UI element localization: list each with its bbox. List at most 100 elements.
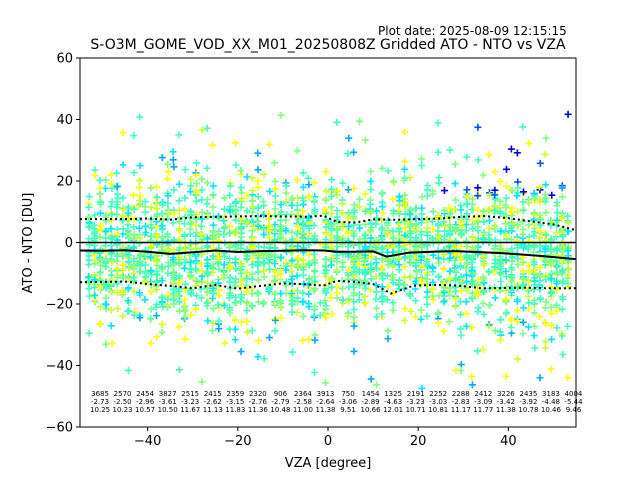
scatter-point	[243, 275, 251, 283]
scatter-point	[389, 306, 397, 314]
scatter-point	[158, 222, 166, 230]
bin-std-label: 11.13	[203, 406, 223, 414]
scatter-point	[367, 264, 375, 272]
scatter-point	[412, 204, 420, 212]
scatter-point	[170, 285, 178, 293]
scatter-point	[130, 311, 138, 319]
scatter-point	[485, 301, 493, 309]
scatter-point	[107, 171, 115, 179]
scatter-point	[451, 196, 459, 204]
scatter-point	[311, 277, 319, 285]
bin-count-label: 1325	[384, 390, 402, 398]
scatter-point	[170, 163, 178, 171]
scatter-point	[406, 259, 414, 267]
scatter-point	[119, 261, 127, 269]
scatter-point	[564, 212, 572, 220]
scatter-point	[204, 317, 212, 325]
scatter-point	[158, 263, 166, 271]
scatter-point	[462, 309, 470, 317]
scatter-point	[91, 260, 99, 268]
scatter-point	[378, 224, 386, 232]
scatter-point	[91, 276, 99, 284]
scatter-point	[389, 299, 397, 307]
scatter-point	[152, 183, 160, 191]
scatter-point	[339, 209, 347, 217]
scatter-point	[96, 209, 104, 217]
scatter-point	[525, 323, 533, 331]
scatter-point	[519, 304, 527, 312]
scatter-point	[462, 271, 470, 279]
scatter-point	[91, 234, 99, 242]
scatter-point	[85, 213, 93, 221]
x-axis-label: VZA [degree]	[285, 456, 372, 471]
scatter-point	[541, 190, 549, 198]
scatter-point	[198, 175, 206, 183]
scatter-point	[186, 273, 194, 281]
scatter-point	[367, 375, 375, 383]
scatter-point	[136, 289, 144, 297]
scatter-point	[221, 302, 229, 310]
scatter-point	[334, 225, 342, 233]
scatter-point	[383, 242, 391, 250]
scatter-point	[503, 165, 511, 173]
scatter-point	[249, 187, 257, 195]
scatter-point	[147, 305, 155, 313]
scatter-point	[513, 192, 521, 200]
scatter-point	[192, 305, 200, 313]
scatter-point	[547, 274, 555, 282]
scatter-point	[531, 194, 539, 202]
scatter-point	[176, 272, 184, 280]
scatter-point	[384, 261, 392, 269]
scatter-point	[485, 267, 493, 275]
scatter-point	[564, 247, 572, 255]
scatter-point	[242, 281, 250, 289]
scatter-point	[496, 197, 504, 205]
scatter-point	[350, 148, 358, 156]
scatter-point	[456, 298, 464, 306]
scatter-point	[513, 306, 521, 314]
scatter-point	[232, 199, 240, 207]
scatter-point	[345, 222, 353, 230]
scatter-point	[304, 174, 312, 182]
scatter-point	[299, 298, 307, 306]
scatter-point	[378, 190, 386, 198]
scatter-point	[553, 280, 561, 288]
scatter-point	[181, 302, 189, 310]
scatter-point	[288, 289, 296, 297]
bin-std-label: 11.83	[225, 406, 245, 414]
scatter-point	[119, 128, 127, 136]
scatter-point	[135, 224, 143, 232]
scatter-point	[187, 207, 195, 215]
scatter-point	[193, 292, 201, 300]
scatter-point	[333, 206, 341, 214]
scatter-point	[525, 198, 533, 206]
scatter-point	[513, 149, 521, 157]
scatter-point	[96, 176, 104, 184]
scatter-point	[361, 293, 369, 301]
scatter-point	[186, 188, 194, 196]
scatter-point	[294, 210, 302, 218]
scatter-point	[209, 294, 217, 302]
bin-std-label: 10.78	[518, 406, 538, 414]
scatter-point	[147, 204, 155, 212]
y-tick-label: −40	[46, 359, 73, 374]
scatter-point	[474, 184, 482, 192]
scatter-point	[266, 265, 274, 273]
scatter-point	[383, 221, 391, 229]
scatter-point	[226, 262, 234, 270]
scatter-point	[243, 328, 251, 336]
scatter-point	[401, 191, 409, 199]
scatter-point	[536, 295, 544, 303]
scatter-point	[429, 278, 437, 286]
scatter-point	[136, 251, 144, 259]
scatter-point	[175, 366, 183, 374]
scatter-point	[124, 209, 132, 217]
scatter-point	[176, 261, 184, 269]
scatter-point	[107, 322, 115, 330]
scatter-point	[175, 207, 183, 215]
scatter-point	[270, 252, 278, 260]
bin-count-label: 1454	[362, 390, 380, 398]
scatter-point	[169, 156, 177, 164]
scatter-point	[119, 161, 127, 169]
scatter-point	[254, 276, 262, 284]
